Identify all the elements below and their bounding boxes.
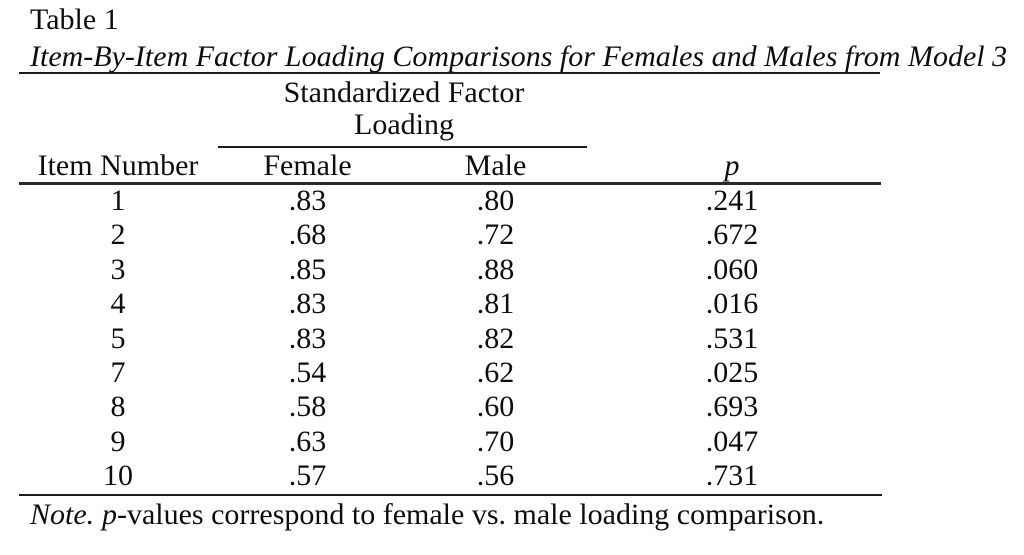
- table-row: 10 .57 .56 .731: [20, 459, 872, 493]
- column-header-item-number: Item Number: [37, 149, 199, 182]
- table-row: 3 .85 .88 .060: [20, 253, 872, 287]
- p-value-cell: .016: [705, 287, 759, 321]
- table-row: 7 .54 .62 .025: [20, 356, 872, 390]
- column-header-female: Female: [263, 149, 352, 182]
- table-body: 1 .83 .80 .241 2 .68 .72 .672 3 .85 .88 …: [20, 184, 872, 494]
- male-loading-cell: .72: [476, 218, 515, 252]
- item-number-cell: 1: [110, 184, 126, 217]
- item-number-cell: 10: [103, 459, 133, 493]
- p-value-cell: .672: [705, 218, 759, 252]
- male-loading-cell: .81: [476, 287, 515, 321]
- header-rule: [19, 182, 881, 185]
- spanner-header-line1: Standardized Factor: [283, 76, 525, 109]
- item-number-cell: 5: [110, 321, 126, 355]
- spanner-rule: [218, 146, 587, 148]
- female-loading-cell: .83: [288, 321, 327, 355]
- note-p-symbol: p: [101, 498, 117, 531]
- male-loading-cell: .88: [476, 252, 515, 286]
- p-value-cell: .060: [705, 252, 759, 286]
- table-row: 1 .83 .80 .241: [20, 184, 872, 218]
- female-loading-cell: .57: [288, 459, 327, 493]
- female-loading-cell: .58: [288, 390, 327, 424]
- item-number-cell: 7: [110, 355, 126, 389]
- table-row: 4 .83 .81 .016: [20, 287, 872, 321]
- column-header-male: Male: [464, 149, 527, 182]
- table-row: 9 .63 .70 .047: [20, 425, 872, 459]
- column-header-p-value: p: [724, 149, 740, 182]
- p-value-cell: .693: [705, 390, 759, 424]
- bottom-rule: [19, 494, 882, 496]
- table-row: 2 .68 .72 .672: [20, 218, 872, 252]
- p-value-cell: .731: [705, 459, 759, 493]
- male-loading-cell: .60: [476, 390, 515, 424]
- note-label: Note.: [30, 498, 95, 531]
- table-row: 8 .58 .60 .693: [20, 390, 872, 424]
- female-loading-cell: .85: [288, 252, 327, 286]
- female-loading-cell: .83: [288, 287, 327, 321]
- female-loading-cell: .83: [288, 184, 327, 217]
- table-note: Note. p-values correspond to female vs. m…: [30, 498, 824, 532]
- male-loading-cell: .80: [476, 184, 515, 217]
- table-number-label: Table 1: [30, 3, 119, 36]
- item-number-cell: 8: [110, 390, 126, 424]
- p-value-cell: .531: [705, 321, 759, 355]
- p-value-cell: .241: [705, 184, 759, 217]
- note-text: -values correspond to female vs. male lo…: [116, 498, 825, 531]
- spanner-header: Standardized Factor Loading: [216, 77, 592, 141]
- male-loading-cell: .56: [476, 459, 515, 493]
- table-title: Item-By-Item Factor Loading Comparisons …: [30, 40, 1008, 73]
- female-loading-cell: .63: [288, 424, 327, 458]
- item-number-cell: 9: [110, 424, 126, 458]
- p-value-cell: .047: [705, 424, 759, 458]
- item-number-cell: 2: [110, 218, 126, 252]
- male-loading-cell: .70: [476, 424, 515, 458]
- item-number-cell: 4: [110, 287, 126, 321]
- male-loading-cell: .62: [476, 355, 515, 389]
- title-underline-rule: [19, 72, 880, 74]
- female-loading-cell: .68: [288, 218, 327, 252]
- column-header-row: Item Number Female Male p: [20, 149, 872, 182]
- item-number-cell: 3: [110, 252, 126, 286]
- spanner-header-line2: Loading: [354, 108, 454, 141]
- table-row: 5 .83 .82 .531: [20, 322, 872, 356]
- p-value-cell: .025: [705, 355, 759, 389]
- male-loading-cell: .82: [476, 321, 515, 355]
- female-loading-cell: .54: [288, 355, 327, 389]
